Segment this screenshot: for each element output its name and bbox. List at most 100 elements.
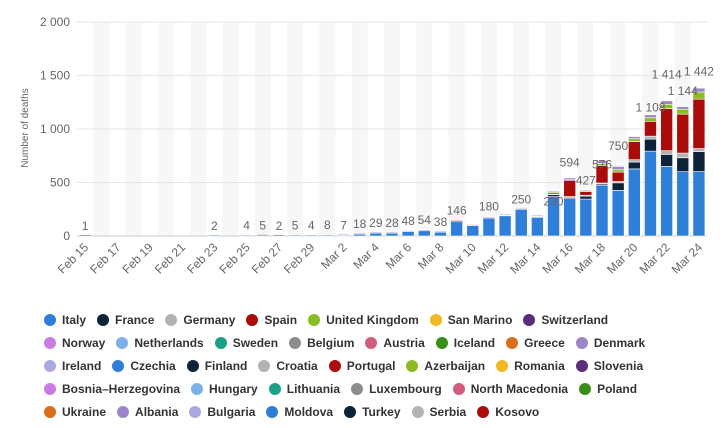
bar-feb-23-italy[interactable] <box>208 234 221 237</box>
bar-mar-24-france[interactable] <box>692 151 706 172</box>
bar-mar-7-others[interactable] <box>418 229 431 232</box>
bar-feb-26-france[interactable] <box>256 234 270 236</box>
bar-mar-17-others[interactable] <box>579 189 593 192</box>
legend-item-azerbaijan[interactable]: Azerbaijan <box>406 354 485 377</box>
bar-mar-8-others[interactable] <box>434 230 447 233</box>
bar-mar-14-italy[interactable] <box>531 216 544 237</box>
bar-mar-5-others[interactable] <box>385 231 399 234</box>
bar-mar-22-italy[interactable] <box>660 166 673 237</box>
legend-item-north-macedonia[interactable]: North Macedonia <box>452 377 568 400</box>
bar-mar-18-italy[interactable] <box>595 184 609 237</box>
bar-mar-23-united-kingdom[interactable] <box>676 108 690 115</box>
legend-item-bosnia-herzegovina[interactable]: Bosnia–Herzegovina <box>44 377 180 400</box>
legend-item-slovenia[interactable]: Slovenia <box>575 354 643 377</box>
bar-mar-23-italy[interactable] <box>676 171 690 237</box>
legend-item-denmark[interactable]: Denmark <box>575 331 645 354</box>
bar-mar-10-italy[interactable] <box>466 225 480 237</box>
legend-item-italy[interactable]: Italy <box>44 308 86 331</box>
legend-item-serbia[interactable]: Serbia <box>411 400 466 423</box>
legend-item-lithuania[interactable]: Lithuania <box>268 377 340 400</box>
legend-item-albania[interactable]: Albania <box>117 400 178 423</box>
bar-mar-13-germany[interactable] <box>514 207 528 210</box>
bar-mar-13-italy[interactable] <box>514 208 528 237</box>
bar-mar-21-italy[interactable] <box>644 150 657 237</box>
bar-mar-11-others[interactable] <box>482 216 496 219</box>
legend-item-sweden[interactable]: Sweden <box>214 331 278 354</box>
bar-mar-10-others[interactable] <box>466 224 480 226</box>
legend-item-germany[interactable]: Germany <box>165 308 235 331</box>
bar-mar-21-others[interactable] <box>644 114 657 119</box>
bar-mar-19-france[interactable] <box>611 182 625 191</box>
legend-item-bulgaria[interactable]: Bulgaria <box>189 400 255 423</box>
bar-mar-22-germany[interactable] <box>660 150 673 155</box>
bar-mar-23-germany[interactable] <box>676 152 690 159</box>
bar-mar-21-spain[interactable] <box>644 120 657 137</box>
legend-item-turkey[interactable]: Turkey <box>344 400 401 423</box>
bar-mar-23-others[interactable] <box>676 106 690 110</box>
legend-item-poland[interactable]: Poland <box>579 377 637 400</box>
legend-item-united-kingdom[interactable]: United Kingdom <box>308 308 419 331</box>
bar-mar-19-spain[interactable] <box>611 171 625 182</box>
bar-mar-20-italy[interactable] <box>628 168 641 237</box>
bar-mar-12-others[interactable] <box>498 214 512 216</box>
bar-feb-28-italy[interactable] <box>288 234 302 237</box>
bar-feb-27-france[interactable] <box>272 234 286 237</box>
bar-mar-17-spain[interactable] <box>579 191 593 196</box>
bar-mar-23-france[interactable] <box>676 157 690 172</box>
bar-mar-8-italy[interactable] <box>434 231 447 237</box>
legend-item-luxembourg[interactable]: Luxembourg <box>351 377 442 400</box>
legend-item-netherlands[interactable]: Netherlands <box>116 331 204 354</box>
bar-mar-23-spain[interactable] <box>676 113 690 154</box>
legend-item-romania[interactable]: Romania <box>496 354 565 377</box>
bar-mar-4-others[interactable] <box>369 231 383 234</box>
bar-feb-15-france[interactable] <box>78 234 92 237</box>
legend-item-spain[interactable]: Spain <box>246 308 297 331</box>
bar-mar-21-united-kingdom[interactable] <box>644 117 657 122</box>
bar-mar-9-italy[interactable] <box>450 221 463 237</box>
bar-mar-24-spain[interactable] <box>692 98 706 149</box>
bar-mar-9-others[interactable] <box>450 219 463 221</box>
bar-mar-17-france[interactable] <box>579 195 593 200</box>
bar-mar-20-united-kingdom[interactable] <box>628 138 641 142</box>
bar-mar-22-others[interactable] <box>660 100 673 105</box>
legend-item-switzerland[interactable]: Switzerland <box>523 308 608 331</box>
bar-mar-5-italy[interactable] <box>385 232 399 237</box>
bar-mar-1-italy[interactable] <box>321 234 334 237</box>
bar-mar-24-germany[interactable] <box>692 148 706 152</box>
bar-mar-19-united-kingdom[interactable] <box>611 169 625 173</box>
bar-mar-14-others[interactable] <box>531 214 544 217</box>
bar-mar-2-others[interactable] <box>337 234 350 236</box>
bar-mar-16-spain[interactable] <box>563 179 576 197</box>
legend-item-hungary[interactable]: Hungary <box>191 377 258 400</box>
bar-mar-24-italy[interactable] <box>692 171 706 237</box>
bar-mar-16-others[interactable] <box>563 177 576 180</box>
bar-mar-21-germany[interactable] <box>644 135 657 140</box>
bar-mar-20-germany[interactable] <box>628 159 641 163</box>
bar-mar-20-spain[interactable] <box>628 141 641 161</box>
bar-mar-6-italy[interactable] <box>401 231 415 237</box>
legend-item-croatia[interactable]: Croatia <box>258 354 318 377</box>
legend-item-czechia[interactable]: Czechia <box>112 354 176 377</box>
bar-mar-11-italy[interactable] <box>482 217 496 237</box>
bar-feb-25-others[interactable] <box>240 234 253 236</box>
legend-item-moldova[interactable]: Moldova <box>266 400 333 423</box>
legend-item-france[interactable]: France <box>97 308 154 331</box>
bar-mar-20-france[interactable] <box>628 161 641 170</box>
legend-item-belgium[interactable]: Belgium <box>289 331 354 354</box>
bar-feb-29-italy[interactable] <box>304 234 318 237</box>
bar-mar-22-france[interactable] <box>660 154 673 167</box>
bar-mar-24-others[interactable] <box>692 87 706 93</box>
legend-item-kosovo[interactable]: Kosovo <box>477 400 539 423</box>
legend-item-iceland[interactable]: Iceland <box>435 331 495 354</box>
bar-mar-3-others[interactable] <box>353 232 366 235</box>
legend-item-austria[interactable]: Austria <box>365 331 425 354</box>
legend-item-ukraine[interactable]: Ukraine <box>44 400 106 423</box>
bar-mar-15-others[interactable] <box>547 190 560 193</box>
bar-mar-21-france[interactable] <box>644 138 657 152</box>
legend-item-finland[interactable]: Finland <box>186 354 247 377</box>
legend-item-portugal[interactable]: Portugal <box>328 354 395 377</box>
bar-mar-20-others[interactable] <box>628 136 641 140</box>
bar-mar-19-italy[interactable] <box>611 190 625 237</box>
legend-item-greece[interactable]: Greece <box>506 331 565 354</box>
bar-mar-6-others[interactable] <box>401 230 415 232</box>
